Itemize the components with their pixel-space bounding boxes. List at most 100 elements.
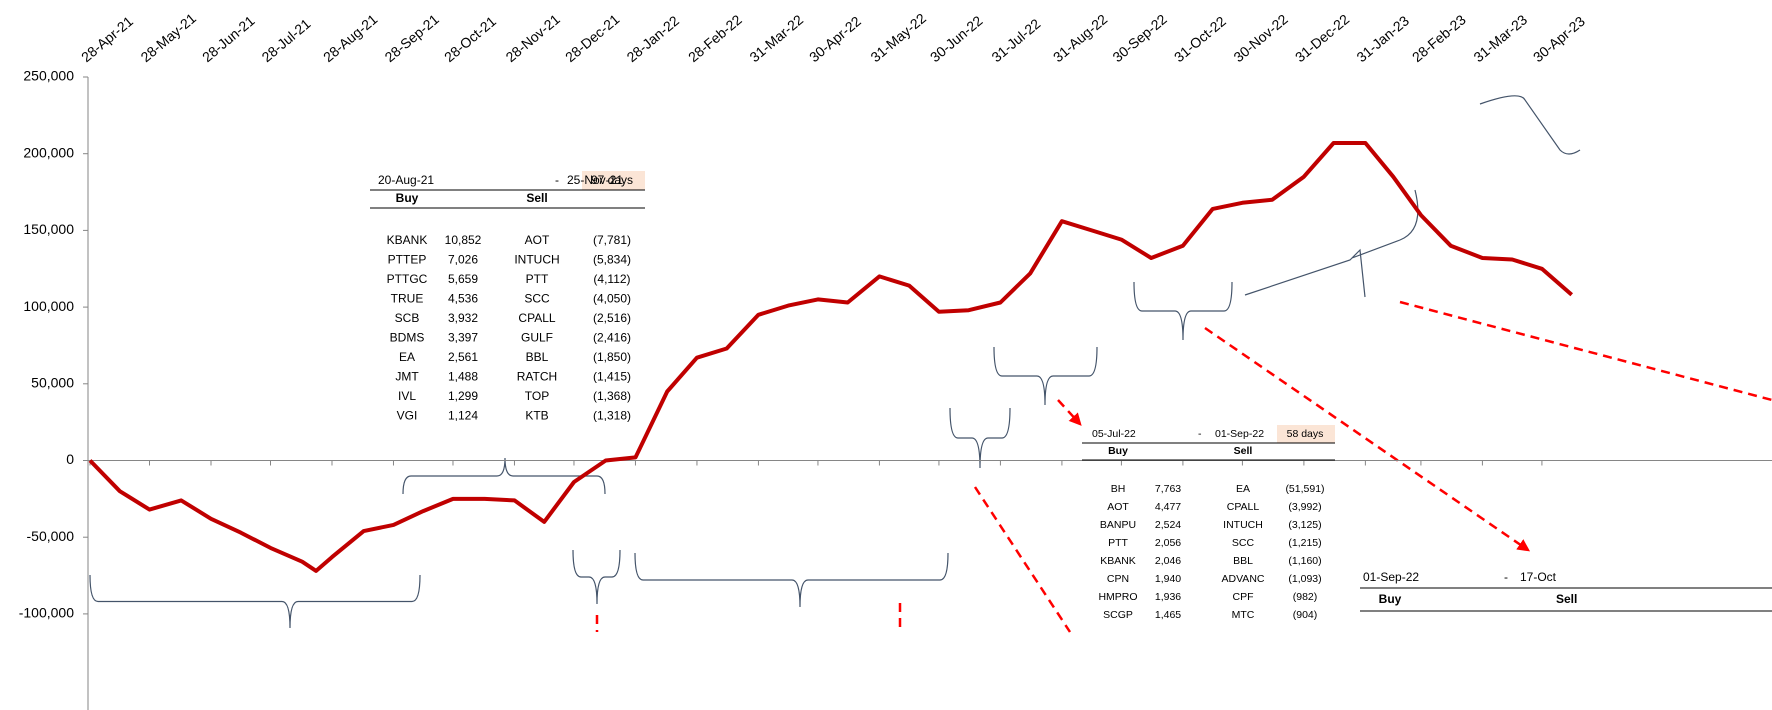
table-cell: 1,940 bbox=[1155, 573, 1181, 585]
table-cell: HMPRO bbox=[1098, 591, 1137, 603]
dashed-line bbox=[1399, 300, 1772, 402]
dashed-arrow bbox=[1057, 399, 1082, 426]
annotation-arrows bbox=[595, 300, 1772, 633]
table-cell: 7,026 bbox=[448, 253, 478, 267]
table-cell: 4,536 bbox=[448, 292, 478, 306]
table-cell: CPALL bbox=[1227, 501, 1260, 513]
x-tick-label: 31-Oct-22 bbox=[1171, 13, 1229, 65]
table-cell: 1,488 bbox=[448, 370, 478, 384]
trade-table: 01-Sep-22 -17-Oct Buy Sell bbox=[1360, 570, 1772, 612]
days-highlight bbox=[1277, 425, 1335, 443]
table-cell: PTT bbox=[1108, 537, 1128, 549]
y-tick-label: 100,000 bbox=[23, 298, 74, 314]
brace bbox=[1244, 189, 1419, 298]
brace bbox=[949, 407, 1011, 469]
table-cell: 4,477 bbox=[1155, 501, 1181, 513]
x-tick-label: 28-Feb-23 bbox=[1409, 11, 1469, 65]
y-tick-label: 250,000 bbox=[23, 68, 74, 84]
table-cell: SCC bbox=[1232, 537, 1255, 549]
table-cell: RATCH bbox=[517, 370, 557, 384]
x-tick-label: 28-Aug-21 bbox=[320, 11, 381, 65]
table-header: 25-Nov-21 bbox=[567, 173, 623, 187]
table-cell: (4,112) bbox=[593, 272, 630, 286]
table-cell: 1,124 bbox=[448, 409, 478, 423]
table-cell: 1,936 bbox=[1155, 591, 1181, 603]
table-cell: BBL bbox=[526, 350, 549, 364]
table-cell: IVL bbox=[398, 389, 416, 403]
table-cell: MTC bbox=[1232, 609, 1255, 621]
table-cell: GULF bbox=[521, 331, 553, 345]
table-header: 01-Sep-22 bbox=[1215, 428, 1264, 440]
table-cell: (904) bbox=[1293, 609, 1318, 621]
x-tick-label: 28-Oct-21 bbox=[441, 13, 499, 65]
line-series bbox=[88, 141, 1574, 573]
x-tick-label: 28-Jul-21 bbox=[259, 15, 314, 65]
table-column-header: Sell bbox=[1556, 592, 1577, 606]
dashed-line bbox=[973, 486, 1072, 633]
table-cell: 3,397 bbox=[448, 331, 478, 345]
table-cell: (1,215) bbox=[1288, 537, 1321, 549]
table-cell: (51,591) bbox=[1285, 483, 1324, 495]
table-cell: 7,763 bbox=[1155, 483, 1181, 495]
table-cell: (982) bbox=[1293, 591, 1318, 603]
table-cell: KBANK bbox=[387, 233, 428, 247]
table-cell: KTB bbox=[525, 409, 548, 423]
table-cell: PTTEP bbox=[388, 253, 427, 267]
x-tick-label: 31-Dec-22 bbox=[1292, 11, 1353, 65]
y-tick-label: 150,000 bbox=[23, 221, 74, 237]
days-highlight bbox=[582, 171, 645, 190]
table-cell: CPF bbox=[1233, 591, 1254, 603]
table-cell: (2,416) bbox=[593, 331, 631, 345]
table-cell: SCGP bbox=[1103, 609, 1133, 621]
x-tick-label: 31-May-22 bbox=[867, 10, 929, 65]
x-tick-label: 28-Feb-22 bbox=[685, 11, 745, 65]
table-header: - bbox=[1504, 570, 1508, 584]
table-cell: BANPU bbox=[1100, 519, 1136, 531]
braces bbox=[1244, 95, 1581, 298]
table-cell: (7,781) bbox=[593, 233, 631, 247]
table-cell: VGI bbox=[397, 409, 418, 423]
table-cell: (4,050) bbox=[593, 292, 631, 306]
table-cell: EA bbox=[1236, 483, 1250, 495]
table-column-header: Sell bbox=[526, 191, 547, 205]
table-header: - bbox=[1198, 428, 1202, 440]
table-cell: TRUE bbox=[391, 292, 424, 306]
dashed-arrow bbox=[1204, 326, 1531, 552]
table-cell: 3,932 bbox=[448, 311, 478, 325]
table-cell: KBANK bbox=[1100, 555, 1136, 567]
table-cell: BH bbox=[1111, 483, 1126, 495]
x-tick-label: 30-Apr-22 bbox=[806, 13, 864, 65]
table-cell: BDMS bbox=[390, 331, 425, 345]
table-cell: CPALL bbox=[518, 311, 555, 325]
table-cell: (3,992) bbox=[1288, 501, 1321, 513]
table-cell: 10,852 bbox=[445, 233, 482, 247]
y-tick-label: 200,000 bbox=[23, 144, 74, 160]
table-cell: (1,093) bbox=[1288, 573, 1321, 585]
table-cell: (1,850) bbox=[593, 350, 631, 364]
table-cell: (3,125) bbox=[1288, 519, 1321, 531]
table-cell: ADVANC bbox=[1222, 573, 1265, 585]
brace bbox=[993, 346, 1098, 406]
table-cell: AOT bbox=[1107, 501, 1129, 513]
table-cell: AOT bbox=[525, 233, 550, 247]
table-header: - bbox=[555, 173, 559, 187]
x-tick-label: 28-Jan-22 bbox=[623, 12, 682, 65]
table-cell: BBL bbox=[1233, 555, 1253, 567]
table-column-header: Buy bbox=[1108, 445, 1128, 457]
x-tick-label: 30-Jun-22 bbox=[927, 12, 986, 65]
x-tick-label: 28-Sep-21 bbox=[381, 11, 442, 65]
x-tick-label: 31-Jan-23 bbox=[1353, 12, 1412, 65]
table-cell: JMT bbox=[395, 370, 419, 384]
brace bbox=[634, 552, 949, 608]
table-cell: (1,318) bbox=[593, 409, 631, 423]
brace bbox=[572, 549, 621, 605]
table-header: 01-Sep-22 bbox=[1363, 570, 1419, 584]
x-tick-label: 28-Dec-21 bbox=[562, 11, 623, 65]
trade-table: 05-Jul-22 - 01-Sep-22 58 days Buy Sell BH 7,763… bbox=[1082, 425, 1335, 621]
table-cell: (5,834) bbox=[593, 253, 631, 267]
table-cell: SCB bbox=[395, 311, 420, 325]
brace bbox=[1479, 95, 1581, 155]
table-cell: (2,516) bbox=[593, 311, 631, 325]
